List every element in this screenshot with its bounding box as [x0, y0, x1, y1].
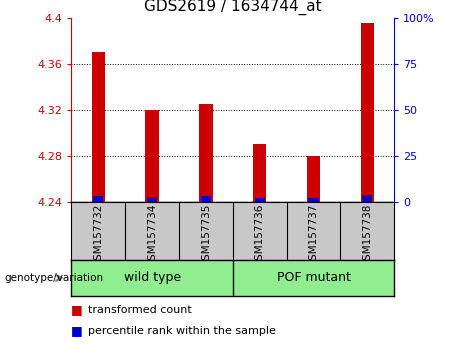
- Text: GSM157736: GSM157736: [254, 204, 265, 267]
- Bar: [147, 197, 157, 202]
- Bar: [361, 23, 374, 202]
- Text: percentile rank within the sample: percentile rank within the sample: [88, 326, 276, 336]
- Text: wild type: wild type: [124, 272, 181, 284]
- Text: ■: ■: [71, 325, 87, 337]
- Text: GSM157732: GSM157732: [93, 204, 103, 267]
- Bar: [199, 104, 213, 202]
- Title: GDS2619 / 1634744_at: GDS2619 / 1634744_at: [144, 0, 322, 15]
- Bar: [254, 198, 265, 202]
- Text: genotype/variation: genotype/variation: [5, 273, 104, 283]
- Bar: [362, 195, 372, 202]
- Bar: [253, 144, 266, 202]
- Bar: [307, 156, 320, 202]
- Text: ■: ■: [71, 303, 87, 316]
- Bar: [308, 198, 319, 202]
- Text: transformed count: transformed count: [88, 305, 191, 315]
- Bar: [93, 196, 103, 202]
- Bar: [201, 196, 211, 202]
- Text: GSM157735: GSM157735: [201, 204, 211, 267]
- Bar: [92, 52, 105, 202]
- Text: GSM157738: GSM157738: [362, 204, 372, 267]
- Text: POF mutant: POF mutant: [277, 272, 350, 284]
- Bar: [145, 110, 159, 202]
- Text: GSM157737: GSM157737: [308, 204, 319, 267]
- Text: GSM157734: GSM157734: [147, 204, 157, 267]
